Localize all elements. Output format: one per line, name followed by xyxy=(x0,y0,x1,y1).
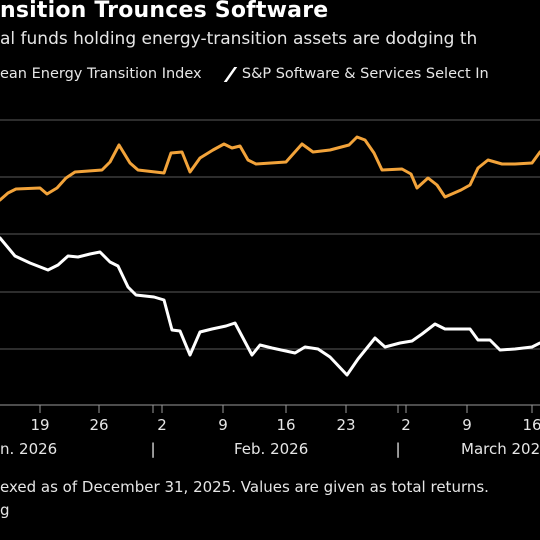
x-tick-label-8: 16 xyxy=(522,416,540,434)
x-tick-label-5: 23 xyxy=(336,416,355,434)
month-separator-0: | xyxy=(150,440,155,458)
legend-item-energy: ean Energy Transition Index xyxy=(0,66,202,82)
x-tick-label-7: 9 xyxy=(462,416,472,434)
chart-title: nsition Trounces Software xyxy=(0,0,329,23)
legend-item-software: S&P Software & Services Select In xyxy=(223,66,489,82)
series-line-energy-transition xyxy=(0,135,540,202)
month-separator-1: | xyxy=(395,440,400,458)
legend-label-energy: ean Energy Transition Index xyxy=(0,66,202,82)
legend-label-software: S&P Software & Services Select In xyxy=(241,66,489,82)
x-tick-label-2: 2 xyxy=(157,416,167,434)
chart-source: g xyxy=(0,501,10,519)
legend: ean Energy Transition Index S&P Software… xyxy=(0,66,489,82)
chart-note: exed as of December 31, 2025. Values are… xyxy=(0,478,489,496)
x-tick-label-0: 19 xyxy=(30,416,49,434)
month-label-1: Feb. 2026 xyxy=(234,440,308,458)
x-tick-label-1: 26 xyxy=(89,416,108,434)
x-tick-label-4: 16 xyxy=(276,416,295,434)
chart-subtitle: al funds holding energy-transition asset… xyxy=(0,29,478,49)
x-tick-label-3: 9 xyxy=(218,416,228,434)
series-line-software xyxy=(0,236,540,377)
month-label-2: March 202 xyxy=(461,440,540,458)
x-tick-label-6: 2 xyxy=(401,416,411,434)
month-label-0: n. 2026 xyxy=(0,440,57,458)
